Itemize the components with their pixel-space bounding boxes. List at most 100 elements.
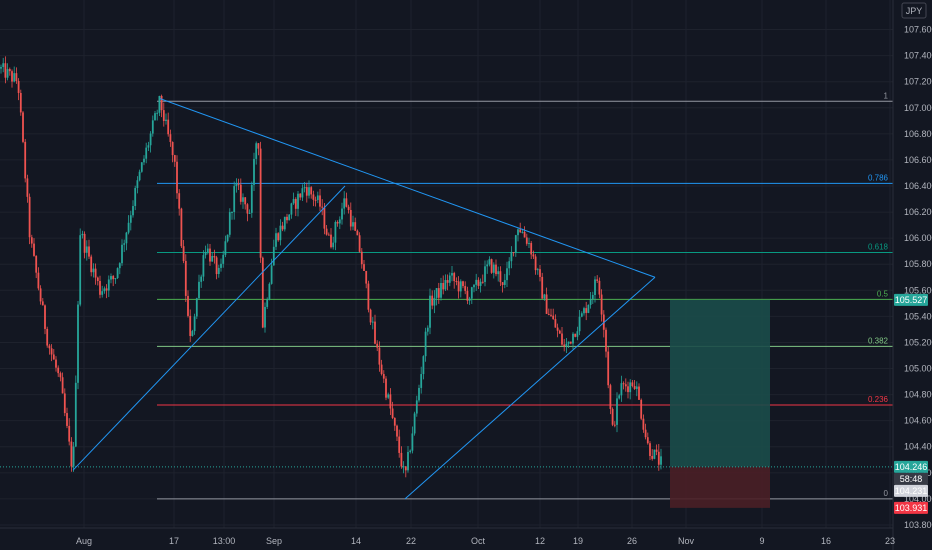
candle-body xyxy=(303,187,306,189)
profit-zone[interactable] xyxy=(670,299,770,467)
trendline[interactable] xyxy=(159,98,656,278)
long-position-tool[interactable] xyxy=(0,299,893,508)
candle-body xyxy=(266,299,269,307)
candle-body xyxy=(435,288,438,298)
price-tick-label: 105.000 xyxy=(904,364,932,374)
candle-body xyxy=(424,331,427,357)
candle-body xyxy=(380,364,383,375)
price-tick-label: 104.600 xyxy=(904,416,932,426)
candle-body xyxy=(627,386,629,393)
candle-body xyxy=(77,304,79,383)
candle-body xyxy=(631,382,634,387)
time-axis[interactable]: Aug 17 13:00 Sep 14 22 Oct 12 19 26 Nov 9 16 23 xyxy=(76,536,895,546)
candle-body xyxy=(633,386,636,389)
candle-body xyxy=(46,328,49,346)
candle-body xyxy=(578,316,581,332)
candle-body xyxy=(609,385,612,409)
candle-body xyxy=(444,280,447,290)
candle-body xyxy=(514,235,517,253)
fib-level-label: 0.618 xyxy=(868,242,889,251)
candle-body xyxy=(338,219,341,224)
candle-body xyxy=(519,229,522,233)
candle-body xyxy=(539,269,541,277)
candle-body xyxy=(70,441,73,467)
candle-body xyxy=(620,383,623,396)
candle-body xyxy=(4,63,7,78)
candle-body xyxy=(37,272,40,289)
price-tick-label: 105.400 xyxy=(904,311,932,321)
candle-body xyxy=(567,341,570,344)
candle-body xyxy=(24,141,27,179)
candle-body xyxy=(492,264,495,273)
trendline[interactable] xyxy=(404,276,656,500)
candle-body xyxy=(495,264,497,275)
candle-body xyxy=(253,158,255,185)
candle-body xyxy=(301,188,304,198)
candle-body xyxy=(455,281,458,283)
candle-body xyxy=(272,246,275,266)
candle-body xyxy=(314,199,317,201)
candle-body xyxy=(151,120,154,134)
candle-body xyxy=(371,321,374,323)
candle-body xyxy=(572,333,574,344)
candle-body xyxy=(503,280,506,285)
candle-body xyxy=(552,315,555,320)
loss-zone[interactable] xyxy=(670,466,770,508)
candle-body xyxy=(101,291,104,295)
candle-body xyxy=(200,276,203,282)
price-badge xyxy=(894,484,928,497)
candle-body xyxy=(191,331,194,336)
candle-body xyxy=(624,384,627,387)
fibonacci-retracement[interactable]: 1 0.786 0.618 0.5 0.382 0.236 0 xyxy=(157,91,893,500)
candle-body xyxy=(530,243,533,255)
candle-body xyxy=(136,180,139,188)
candle-body xyxy=(310,187,313,195)
price-tick-label: 106.800 xyxy=(904,129,932,139)
candle-body xyxy=(13,73,16,82)
triangle-trendlines[interactable] xyxy=(72,98,656,500)
price-tick-label: 105.800 xyxy=(904,259,932,269)
candle-body xyxy=(398,436,401,453)
candle-body xyxy=(286,216,288,221)
time-tick-label: 26 xyxy=(627,536,637,546)
price-badge-text: 104.231 xyxy=(895,486,928,496)
candle-body xyxy=(110,276,112,280)
candle-body xyxy=(448,275,451,283)
fib-level-label: 0 xyxy=(884,489,889,498)
candle-body xyxy=(565,343,568,347)
currency-label: JPY xyxy=(901,2,927,19)
candle-body xyxy=(367,283,370,310)
candle-body xyxy=(55,359,57,368)
time-tick-label: 16 xyxy=(821,536,831,546)
trendline[interactable] xyxy=(72,185,346,471)
time-tick-label: 12 xyxy=(535,536,545,546)
candle-body xyxy=(613,424,616,426)
candle-body xyxy=(319,195,321,207)
fib-level-label: 0.382 xyxy=(868,336,889,345)
candle-body xyxy=(596,279,599,281)
candle-body xyxy=(345,198,348,207)
time-tick-label: Oct xyxy=(471,536,486,546)
time-tick-label: Aug xyxy=(76,536,92,546)
candle-body xyxy=(264,306,266,328)
candle-body xyxy=(393,417,396,426)
candle-body xyxy=(470,287,473,299)
candle-body xyxy=(420,374,423,388)
candle-body xyxy=(206,248,209,252)
price-tick-label: 103.800 xyxy=(904,520,932,530)
candle-body xyxy=(248,212,251,214)
candle-body xyxy=(378,347,381,365)
candle-body xyxy=(629,382,632,393)
candle-body xyxy=(187,295,189,316)
candle-body xyxy=(343,198,346,209)
candle-body xyxy=(165,119,167,121)
price-tick-label: 104.800 xyxy=(904,390,932,400)
price-badge-text: 104.246 xyxy=(895,462,928,472)
price-badge-text: 58:48 xyxy=(900,474,923,484)
candle-body xyxy=(415,400,418,414)
candle-body xyxy=(118,263,121,269)
candle-body xyxy=(532,254,535,257)
price-axis[interactable]: 103.800104.000104.200104.400104.600104.8… xyxy=(904,25,932,530)
candle-body xyxy=(63,393,66,414)
